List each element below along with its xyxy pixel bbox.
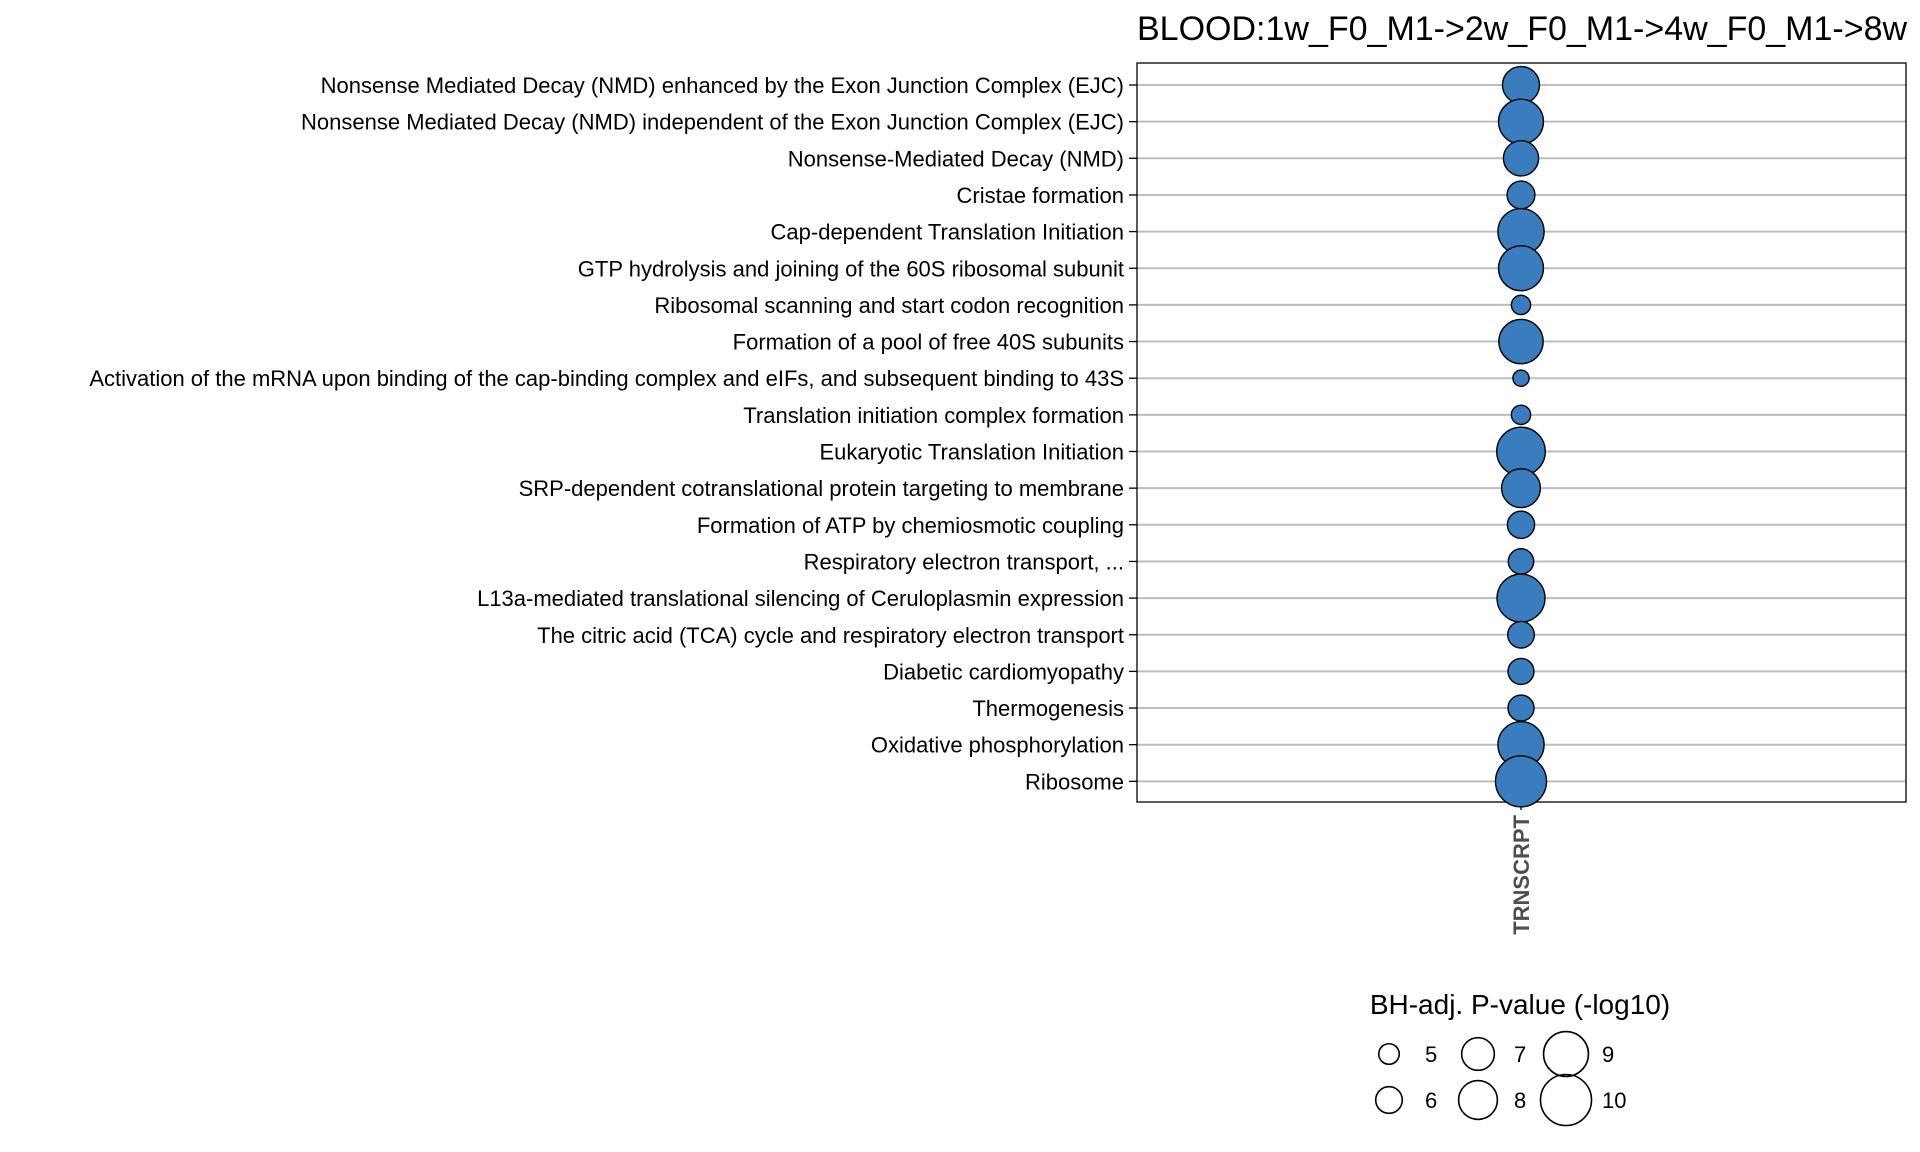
size-legend: BH-adj. P-value (-log10) 5 6 7 8 9 10 — [1370, 989, 1670, 1127]
y-tick-label: Ribosomal scanning and start codon recog… — [654, 293, 1124, 318]
data-point — [1507, 657, 1535, 686]
y-tick-label: Eukaryotic Translation Initiation — [820, 440, 1125, 465]
data-point — [1512, 369, 1530, 388]
data-point — [1498, 318, 1544, 365]
y-tick-label: Cap-dependent Translation Initiation — [771, 220, 1124, 245]
x-axis: TRNSCRPT — [1509, 802, 1534, 935]
legend-size-key — [1542, 1030, 1590, 1078]
data-point — [1507, 694, 1535, 722]
chart-title: BLOOD:1w_F0_M1->2w_F0_M1->4w_F0_M1->8w — [1137, 10, 1907, 48]
legend-size-key — [1539, 1073, 1593, 1127]
y-tick-label: Ribosome — [1025, 769, 1124, 794]
y-tick-label: Nonsense Mediated Decay (NMD) enhanced b… — [321, 73, 1124, 98]
data-point — [1506, 620, 1535, 649]
data-point — [1510, 404, 1532, 426]
data-point — [1507, 548, 1535, 575]
legend-size-label: 9 — [1602, 1042, 1614, 1067]
y-tick-label: Cristae formation — [956, 183, 1124, 208]
y-tick-label: Diabetic cardiomyopathy — [883, 659, 1124, 684]
data-point — [1501, 65, 1541, 105]
data-point — [1494, 755, 1548, 808]
legend-size-label: 5 — [1425, 1042, 1437, 1067]
data-point — [1502, 140, 1540, 177]
y-tick-label: The citric acid (TCA) cycle and respirat… — [537, 623, 1124, 648]
legend-size-label: 6 — [1425, 1088, 1437, 1113]
data-point — [1497, 98, 1545, 145]
x-tick-label: TRNSCRPT — [1509, 814, 1534, 934]
y-tick-label: GTP hydrolysis and joining of the 60S ri… — [578, 256, 1124, 281]
y-tick-label: Oxidative phosphorylation — [871, 733, 1124, 758]
legend-size-key — [1374, 1085, 1404, 1115]
legend-title: BH-adj. P-value (-log10) — [1370, 989, 1670, 1020]
data-point — [1496, 573, 1546, 623]
y-tick-label: L13a-mediated translational silencing of… — [477, 586, 1124, 611]
y-tick-label: SRP-dependent cotranslational protein ta… — [519, 476, 1124, 501]
data-points — [1494, 65, 1548, 808]
legend-size-key — [1377, 1042, 1401, 1066]
data-point — [1500, 468, 1542, 509]
y-tick-label: Nonsense Mediated Decay (NMD) independen… — [301, 110, 1124, 135]
legend-size-label: 8 — [1514, 1088, 1526, 1113]
y-tick-label: Formation of ATP by chemiosmotic couplin… — [697, 513, 1124, 538]
legend-size-label: 10 — [1602, 1088, 1626, 1113]
data-point — [1497, 245, 1545, 292]
y-tick-label: Activation of the mRNA upon binding of t… — [89, 366, 1124, 391]
data-point — [1506, 510, 1536, 540]
y-tick-label: Respiratory electron transport, ... — [804, 549, 1124, 574]
legend-size-key — [1457, 1079, 1499, 1121]
y-axis: Nonsense Mediated Decay (NMD) enhanced b… — [89, 73, 1137, 794]
y-tick-label: Thermogenesis — [972, 696, 1124, 721]
legend-size-key — [1460, 1036, 1496, 1072]
data-point — [1506, 180, 1536, 210]
legend-size-label: 7 — [1514, 1042, 1526, 1067]
y-tick-label: Formation of a pool of free 40S subunits — [733, 330, 1124, 355]
y-tick-label: Nonsense-Mediated Decay (NMD) — [788, 146, 1124, 171]
data-point — [1510, 294, 1532, 316]
y-tick-label: Translation initiation complex formation — [743, 403, 1124, 428]
